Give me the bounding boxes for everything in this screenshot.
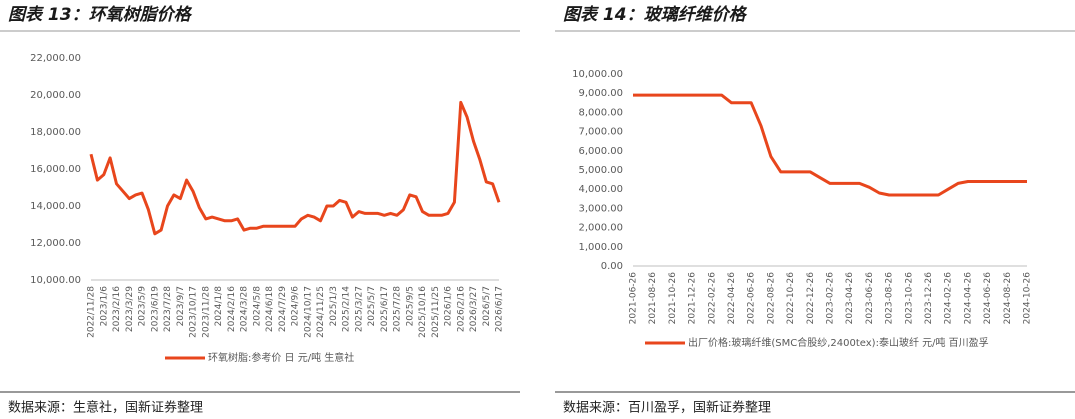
x-tick-label: 2024-02-26 [944, 272, 954, 325]
x-tick-label: 2025/2/14 [342, 286, 352, 332]
x-tick-label: 2025/6/17 [380, 286, 390, 332]
x-tick-label: 2025/10/16 [418, 286, 428, 338]
x-tick-label: 2024/5/8 [252, 286, 262, 327]
x-tick-label: 2022/11/28 [87, 286, 97, 338]
x-tick-label: 2025/5/7 [367, 286, 377, 326]
x-tick-label: 2021-12-26 [688, 272, 698, 325]
y-tick-label: 20,000.00 [30, 90, 81, 101]
series-line [633, 93, 1027, 197]
x-tick-label: 2025/7/28 [393, 286, 403, 332]
y-tick-label: 22,000.00 [30, 53, 81, 64]
x-tick-label: 2023/5/9 [138, 286, 148, 327]
chart-title: 图表 13：环氧树脂价格 [8, 5, 193, 25]
x-tick-label: 2024-06-26 [983, 272, 993, 325]
x-tick-label: 2024/11/25 [316, 286, 326, 338]
x-tick-label: 2021-10-26 [668, 272, 678, 325]
y-tick-label: 10,000.00 [572, 69, 623, 80]
x-tick-label: 2023/1/6 [99, 286, 109, 327]
x-tick-label: 2025/1/3 [329, 286, 339, 326]
y-tick-label: 3,000.00 [578, 203, 623, 214]
x-tick-label: 2023-10-26 [904, 272, 914, 325]
x-tick-label: 2024/6/18 [265, 286, 275, 332]
x-tick-label: 2023/9/7 [176, 286, 186, 326]
x-tick-label: 2024/10/17 [303, 286, 313, 338]
y-tick-label: 6,000.00 [578, 146, 623, 157]
x-tick-label: 2024-10-26 [1023, 272, 1033, 325]
x-tick-label: 2022-02-26 [707, 272, 717, 325]
x-tick-label: 2023/10/17 [189, 286, 199, 338]
x-tick-label: 2025/11/25 [431, 286, 441, 338]
source-note: 数据来源：百川盈孚，国新证券整理 [563, 400, 771, 416]
y-tick-label: 14,000.00 [30, 201, 81, 212]
x-tick-label: 2024/9/6 [291, 286, 301, 327]
source-note: 数据来源：生意社，国新证券整理 [8, 400, 203, 416]
y-tick-label: 0.00 [601, 261, 623, 272]
legend-label: 出厂价格:玻璃纤维(SMC合股纱,2400tex):泰山玻纤 元/吨 百川盈孚 [688, 336, 989, 349]
x-tick-label: 2024/7/29 [278, 286, 288, 332]
x-tick-label: 2023/7/28 [163, 286, 173, 332]
x-tick-label: 2023/6/19 [150, 286, 160, 332]
x-tick-label: 2024-04-26 [963, 272, 973, 325]
x-tick-label: 2023-08-26 [885, 272, 895, 325]
x-tick-label: 2026/1/6 [444, 286, 454, 327]
y-tick-label: 1,000.00 [578, 242, 623, 253]
series-line [89, 100, 501, 236]
x-tick-label: 2023-04-26 [845, 272, 855, 325]
x-tick-label: 2023-02-26 [826, 272, 836, 325]
y-tick-label: 10,000.00 [30, 275, 81, 286]
x-tick-label: 2025/3/27 [354, 286, 364, 332]
x-tick-label: 2024-08-26 [1003, 272, 1013, 325]
x-tick-label: 2024/1/8 [214, 286, 224, 327]
y-tick-label: 12,000.00 [30, 238, 81, 249]
x-tick-label: 2023-06-26 [865, 272, 875, 325]
x-tick-label: 2023-12-26 [924, 272, 934, 325]
legend-label: 环氧树脂:参考价 日 元/吨 生意社 [208, 351, 354, 364]
x-tick-label: 2026/6/17 [495, 286, 505, 332]
x-tick-label: 2026/3/27 [469, 286, 479, 332]
x-tick-label: 2026/2/16 [456, 286, 466, 332]
x-tick-label: 2021-06-26 [629, 272, 639, 325]
x-tick-label: 2023/2/16 [112, 286, 122, 332]
y-tick-label: 2,000.00 [578, 223, 623, 234]
x-tick-label: 2021-08-26 [648, 272, 658, 325]
x-tick-label: 2022-08-26 [766, 272, 776, 325]
x-tick-label: 2022-06-26 [747, 272, 757, 325]
y-tick-label: 4,000.00 [578, 184, 623, 195]
y-tick-label: 7,000.00 [578, 127, 623, 138]
x-tick-label: 2025/9/5 [405, 286, 415, 326]
x-tick-label: 2022-04-26 [727, 272, 737, 325]
y-tick-label: 5,000.00 [578, 165, 623, 176]
x-tick-label: 2024/3/28 [240, 286, 250, 332]
y-tick-label: 16,000.00 [30, 164, 81, 175]
y-tick-label: 18,000.00 [30, 127, 81, 138]
x-tick-label: 2023/3/29 [125, 286, 135, 332]
y-tick-label: 9,000.00 [578, 88, 623, 99]
x-tick-label: 2022-10-26 [786, 272, 796, 325]
chart-title: 图表 14：玻璃纤维价格 [563, 5, 748, 25]
x-tick-label: 2022-12-26 [806, 272, 816, 325]
x-tick-label: 2023/11/28 [201, 286, 211, 338]
y-tick-label: 8,000.00 [578, 107, 623, 118]
x-tick-label: 2026/5/7 [482, 286, 492, 326]
x-tick-label: 2024/2/16 [227, 286, 237, 332]
